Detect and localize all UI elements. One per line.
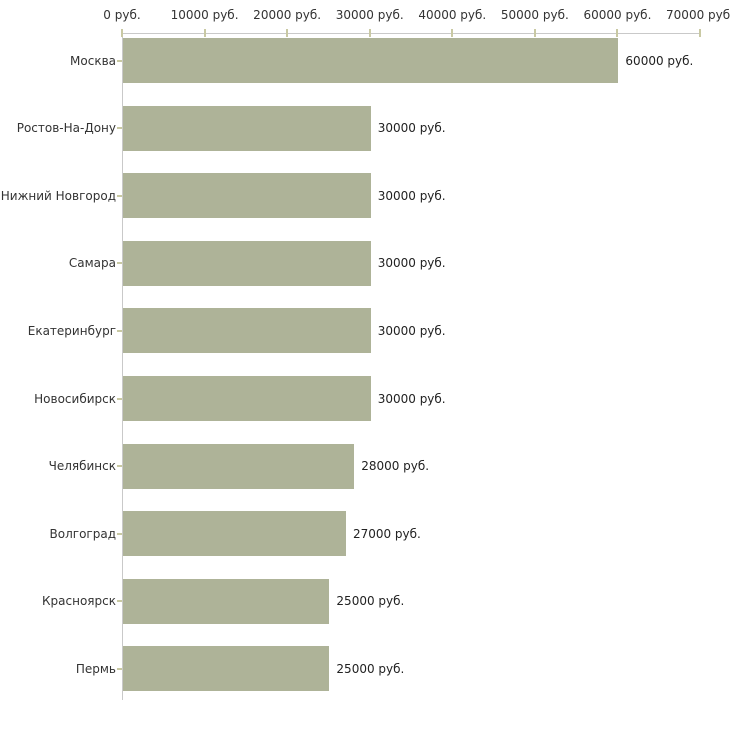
x-axis-tick-label: 70000 руб. xyxy=(666,8,730,22)
bar-value-label: 28000 руб. xyxy=(361,459,430,474)
x-axis-tick-mark xyxy=(533,29,536,37)
x-axis-tick-label: 40000 руб. xyxy=(418,8,487,22)
x-axis-line xyxy=(122,33,700,34)
category-label: Волгоград xyxy=(49,526,116,541)
category-tick-mark xyxy=(117,397,122,400)
category-tick-mark xyxy=(117,329,122,332)
category-tick-mark xyxy=(117,127,122,130)
x-axis-tick-label: 20000 руб. xyxy=(253,8,322,22)
bar xyxy=(123,578,330,624)
category-label: Челябинск xyxy=(48,459,116,474)
x-axis-tick-label: 50000 руб. xyxy=(500,8,569,22)
bar xyxy=(123,443,355,489)
bar-value-label: 30000 руб. xyxy=(377,188,446,203)
category-label: Самара xyxy=(68,256,116,271)
category-tick-mark xyxy=(117,667,122,670)
category-label: Екатеринбург xyxy=(27,323,116,338)
bar-value-label: 27000 руб. xyxy=(352,526,421,541)
bar-value-label: 30000 руб. xyxy=(377,323,446,338)
x-axis-tick-label: 60000 руб. xyxy=(583,8,652,22)
category-tick-mark xyxy=(117,532,122,535)
x-axis-tick-mark xyxy=(368,29,371,37)
category-label: Красноярск xyxy=(42,594,116,609)
bar-value-label: 25000 руб. xyxy=(336,661,405,676)
bar xyxy=(123,105,371,151)
bar xyxy=(123,308,371,354)
bar xyxy=(123,646,330,692)
y-axis-line xyxy=(122,33,123,700)
bar-value-label: 30000 руб. xyxy=(377,391,446,406)
bar-value-label: 60000 руб. xyxy=(625,53,694,68)
bar xyxy=(123,173,371,219)
x-axis-tick-mark xyxy=(451,29,454,37)
bar xyxy=(123,240,371,286)
category-tick-mark xyxy=(117,600,122,603)
category-tick-mark xyxy=(117,194,122,197)
category-label: Москва xyxy=(70,53,116,68)
category-label: Ростов-На-Дону xyxy=(16,121,116,136)
x-axis-tick-mark xyxy=(121,29,123,37)
x-axis-tick-mark xyxy=(203,29,206,37)
category-label: Нижний Новгород xyxy=(0,188,116,203)
x-axis-tick-mark xyxy=(286,29,289,37)
x-axis-tick-label: 0 руб. xyxy=(103,8,141,22)
x-axis-tick-label: 10000 руб. xyxy=(170,8,239,22)
bar-value-label: 30000 руб. xyxy=(377,256,446,271)
category-tick-mark xyxy=(117,59,122,62)
x-axis-tick-label: 30000 руб. xyxy=(335,8,404,22)
bar xyxy=(123,376,371,421)
category-tick-mark xyxy=(117,465,122,468)
x-axis-tick-mark xyxy=(616,29,619,37)
x-axis-tick-mark xyxy=(699,29,701,37)
category-label: Новосибирск xyxy=(34,391,116,406)
bar-value-label: 30000 руб. xyxy=(377,121,446,136)
category-label: Пермь xyxy=(75,661,116,676)
bar xyxy=(123,511,346,557)
bar xyxy=(123,38,619,83)
category-tick-mark xyxy=(117,262,122,265)
bar-value-label: 25000 руб. xyxy=(336,594,405,609)
